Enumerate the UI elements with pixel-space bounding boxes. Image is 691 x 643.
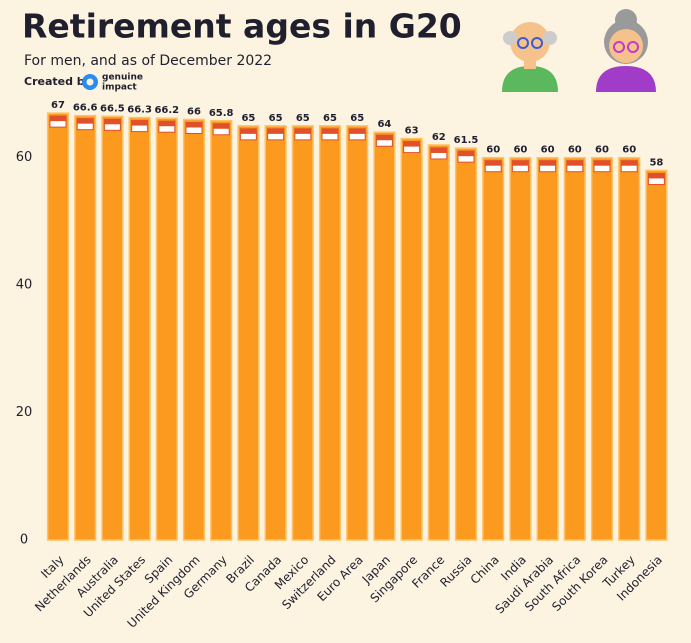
flag — [267, 128, 284, 134]
value-label: 65 — [296, 113, 310, 124]
brand-name: genuine — [102, 73, 143, 83]
flag — [621, 160, 638, 166]
value-label: 63 — [405, 126, 419, 137]
flag — [322, 128, 338, 134]
flag — [294, 128, 311, 134]
chart-title: Retirement ages in G20 — [22, 7, 462, 46]
bar — [563, 156, 586, 541]
bar — [74, 114, 97, 541]
flag — [213, 123, 230, 129]
flag — [539, 160, 556, 166]
bar — [373, 131, 396, 541]
grandpa-icon — [502, 22, 558, 92]
value-label: 65 — [350, 113, 364, 124]
value-label: 66.3 — [127, 105, 152, 116]
x-tick-label: China — [468, 553, 502, 587]
y-tick-label: 20 — [16, 405, 33, 420]
bar — [618, 156, 641, 541]
flag — [158, 121, 175, 127]
bar — [46, 112, 70, 541]
value-label: 58 — [649, 157, 663, 168]
bar — [509, 156, 532, 541]
flag — [50, 116, 66, 122]
bar — [346, 125, 369, 541]
bar — [155, 117, 178, 541]
bar — [590, 156, 614, 541]
value-label: 61.5 — [454, 135, 479, 146]
flag — [104, 119, 121, 125]
value-label: 65.8 — [209, 108, 234, 119]
bar — [427, 144, 450, 541]
flag — [403, 141, 420, 147]
value-label: 60 — [622, 145, 636, 156]
bar — [210, 120, 233, 541]
value-label: 62 — [432, 132, 446, 143]
y-tick-label: 0 — [20, 533, 28, 548]
bar — [182, 118, 206, 541]
brand-name: impact — [102, 83, 137, 93]
credit: Created by — [24, 75, 92, 88]
flag — [458, 151, 474, 157]
y-tick-label: 40 — [16, 278, 33, 293]
value-label: 65 — [323, 113, 337, 124]
bar — [482, 156, 505, 541]
flag — [512, 160, 529, 166]
bar — [536, 156, 559, 541]
value-label: 60 — [541, 145, 555, 156]
flag — [186, 122, 202, 128]
bar — [318, 125, 342, 541]
value-label: 66.2 — [154, 105, 179, 116]
value-label: 65 — [269, 113, 283, 124]
y-tick-label: 60 — [16, 150, 33, 165]
value-label: 60 — [513, 145, 527, 156]
value-label: 60 — [486, 145, 500, 156]
bar — [454, 147, 478, 541]
value-label: 67 — [51, 100, 65, 111]
bar — [291, 125, 314, 541]
bar — [645, 169, 668, 541]
chart-subtitle: For men, and as of December 2022 — [24, 53, 272, 69]
brand-logo — [86, 78, 94, 86]
flag — [376, 135, 393, 141]
flag — [566, 160, 583, 166]
flag — [648, 173, 665, 179]
flag — [594, 160, 610, 166]
value-label: 66.5 — [100, 103, 125, 114]
value-label: 66 — [187, 106, 201, 117]
bar — [400, 137, 423, 541]
value-label: 60 — [568, 145, 582, 156]
value-label: 60 — [595, 145, 609, 156]
bar — [264, 125, 287, 541]
bar — [237, 125, 260, 541]
value-label: 66.6 — [73, 103, 98, 114]
flag — [349, 128, 366, 134]
bar — [128, 116, 151, 541]
grandma-icon — [596, 9, 656, 92]
flag — [485, 160, 502, 166]
value-label: 65 — [241, 113, 255, 124]
bar — [101, 115, 124, 541]
flag — [430, 147, 447, 153]
flag — [131, 120, 148, 126]
value-label: 64 — [377, 119, 391, 130]
flag — [77, 118, 94, 124]
flag — [240, 128, 257, 134]
